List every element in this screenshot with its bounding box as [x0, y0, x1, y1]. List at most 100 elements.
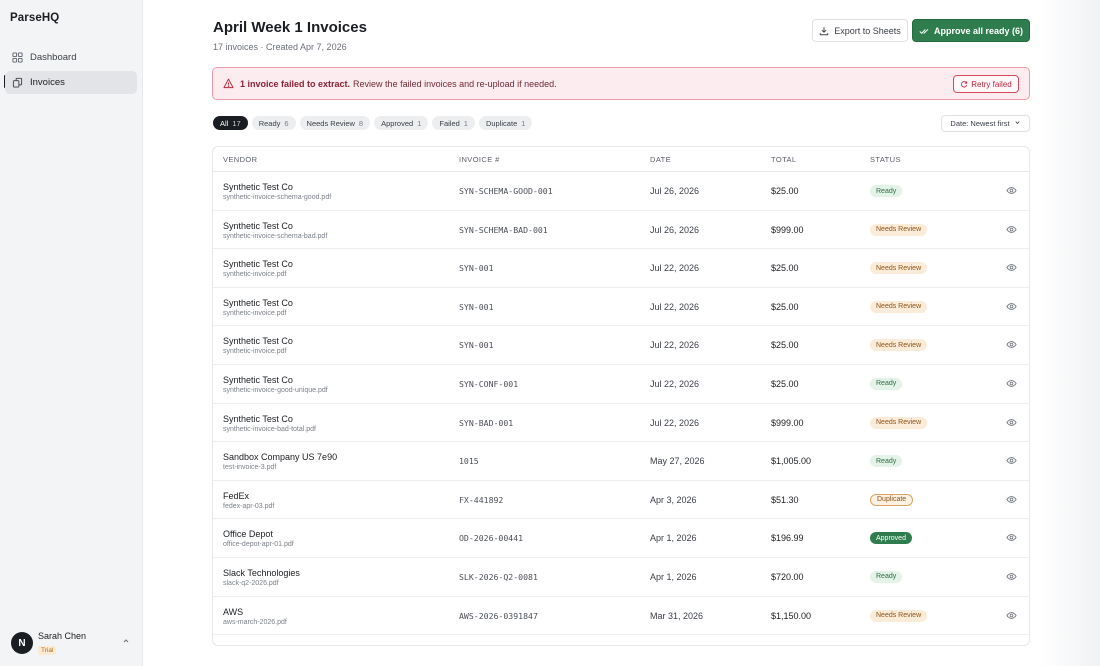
eye-icon[interactable]	[1006, 185, 1017, 196]
vendor-name: FedEx	[223, 490, 250, 501]
eye-icon[interactable]	[1006, 494, 1017, 505]
status-badge: Needs Review	[870, 609, 928, 622]
alert-text: Review the failed invoices and re-upload…	[353, 78, 557, 89]
table-row[interactable]: AWS aws-march-2026.pdf AWS-2026-0391847 Mar…	[213, 597, 1029, 636]
invoice-date: Jul 26, 2026	[650, 224, 700, 235]
sort-dropdown[interactable]: Date: Newest first	[941, 115, 1030, 132]
eye-icon[interactable]	[1006, 532, 1017, 543]
eye-icon[interactable]	[1006, 378, 1017, 389]
chip-label: Failed	[439, 118, 460, 128]
chip-count: 1	[417, 118, 422, 128]
chip-label: All	[220, 118, 229, 128]
vendor-name: Synthetic Test Co	[223, 336, 293, 347]
filter-chip-all[interactable]: All 17	[213, 116, 248, 130]
vendor-name: Synthetic Test Co	[223, 259, 293, 270]
eye-icon[interactable]	[1006, 610, 1017, 621]
filter-chip-approved[interactable]: Approved 1	[374, 116, 429, 130]
table-row[interactable]: Synthetic Test Co synthetic-invoice-good-…	[213, 365, 1029, 404]
eye-icon[interactable]	[1006, 571, 1017, 582]
eye-icon[interactable]	[1006, 339, 1017, 350]
column-header-invoice[interactable]: INVOICE #	[459, 155, 500, 164]
status-badge: Ready	[870, 377, 903, 390]
chip-label: Needs Review	[306, 118, 355, 128]
column-header-date[interactable]: DATE	[650, 155, 672, 164]
user-menu[interactable]: N Sarah Chen Trial	[11, 631, 86, 655]
vendor-name: Synthetic Test Co	[223, 374, 293, 385]
invoices-icon	[12, 77, 23, 88]
status-badge: Ready	[870, 570, 903, 583]
table-row[interactable]: Synthetic Test Co synthetic-invoice-bad-t…	[213, 404, 1029, 443]
chip-count: 1	[463, 118, 468, 128]
table-row[interactable]: Sandbox Company US 7e90 test-invoice-3.pd…	[213, 442, 1029, 481]
file-name: aws-march-2026.pdf	[223, 618, 287, 626]
invoice-total: $196.99	[771, 533, 804, 544]
invoice-total: $25.00	[771, 378, 799, 389]
vendor-name: AWS	[223, 606, 244, 617]
chip-count: 17	[232, 118, 241, 128]
approve-all-button[interactable]: Approve all ready (6)	[912, 19, 1030, 42]
table-row[interactable]: Synthetic Test Co synthetic-invoice-schem…	[213, 211, 1029, 250]
file-name: fedex-apr-03.pdf	[223, 502, 275, 510]
eye-icon[interactable]	[1006, 262, 1017, 273]
file-name: synthetic-invoice-schema-good.pdf	[223, 194, 332, 201]
invoice-date: Apr 3, 2026	[650, 494, 697, 505]
table-row[interactable]: Synthetic Test Co synthetic-invoice.pdf SY…	[213, 249, 1029, 288]
status-badge: Approved	[870, 532, 912, 545]
invoice-total: $999.00	[771, 417, 804, 428]
chip-count: 1	[521, 118, 526, 128]
invoice-date: Jul 22, 2026	[650, 378, 700, 389]
filter-chip-failed[interactable]: Failed 1	[432, 116, 475, 130]
invoice-number: SYN-001	[459, 340, 494, 351]
invoice-number: 1015	[459, 456, 479, 467]
eye-icon[interactable]	[1006, 417, 1017, 428]
table-row[interactable]: Office Depot office-depot-apr-01.pdf OD-20…	[213, 519, 1029, 558]
invoice-total: $999.00	[771, 224, 804, 235]
error-alert: 1 invoice failed to extract. Review the …	[212, 67, 1030, 100]
file-name: synthetic-invoice-good-unique.pdf	[223, 386, 328, 394]
chip-label: Ready	[258, 118, 281, 128]
approve-label: Approve all ready (6)	[933, 25, 1024, 36]
status-badge: Needs Review	[870, 339, 928, 352]
status-badge: Duplicate	[870, 493, 914, 506]
column-header-vendor[interactable]: VENDOR	[223, 155, 258, 164]
retry-failed-button[interactable]: Retry failed	[953, 75, 1019, 93]
column-header-status[interactable]: STATUS	[870, 155, 901, 164]
table-row[interactable]: Synthetic Test Co synthetic-invoice.pdf SY…	[213, 326, 1029, 365]
page-title: April Week 1 Invoices	[213, 19, 367, 36]
sidebar-item-invoices[interactable]: Invoices	[5, 71, 137, 94]
invoice-number: AWS-2026-0391847	[459, 610, 538, 621]
user-name: Sarah Chen	[38, 631, 87, 641]
invoice-date: Jul 26, 2026	[650, 186, 700, 196]
invoice-number: SYN-BAD-001	[459, 417, 514, 428]
column-header-total[interactable]: TOTAL	[771, 155, 797, 164]
invoice-total: $51.30	[771, 494, 799, 505]
download-icon	[820, 26, 829, 35]
file-name: test-invoice-3.pdf	[223, 464, 277, 472]
table-row[interactable]: Synthetic Test Co synthetic-invoice-schem…	[213, 172, 1029, 211]
status-badge: Needs Review	[870, 223, 928, 236]
file-name: synthetic-invoice-schema-bad.pdf	[223, 232, 328, 240]
sidebar: ParseHQ Dashboard Invoices N Sarah Chen …	[0, 0, 143, 666]
export-button[interactable]: Export to Sheets	[812, 19, 908, 42]
chip-label: Approved	[381, 118, 414, 128]
table-row[interactable]: Synthetic Test Co synthetic-invoice.pdf SY…	[213, 288, 1029, 327]
filter-chip-ready[interactable]: Ready 6	[251, 116, 296, 130]
refresh-icon	[961, 81, 968, 88]
filter-chip-needs-review[interactable]: Needs Review 8	[299, 116, 371, 130]
vendor-name: Synthetic Test Co	[223, 182, 293, 192]
sidebar-item-dashboard[interactable]: Dashboard	[5, 46, 137, 69]
eye-icon[interactable]	[1006, 455, 1017, 466]
eye-icon[interactable]	[1006, 224, 1017, 235]
filter-chip-duplicate[interactable]: Duplicate 1	[478, 116, 533, 130]
invoice-date: Mar 31, 2026	[650, 610, 704, 621]
table-row[interactable]: Slack Technologies slack-q2-2026.pdf SLK-2…	[213, 558, 1029, 597]
chevron-up-icon[interactable]	[122, 637, 130, 645]
invoice-number: SYN-SCHEMA-BAD-001	[459, 224, 548, 235]
chevron-down-icon	[1014, 119, 1021, 128]
status-badge: Ready	[870, 455, 903, 468]
table-body: Synthetic Test Co synthetic-invoice-schem…	[213, 172, 1029, 636]
table-row[interactable]: FedEx fedex-apr-03.pdf FX-441892 Apr 3, 202…	[213, 481, 1029, 520]
double-check-icon	[919, 28, 929, 34]
eye-icon[interactable]	[1006, 301, 1017, 312]
invoice-date: Jul 22, 2026	[650, 263, 700, 274]
